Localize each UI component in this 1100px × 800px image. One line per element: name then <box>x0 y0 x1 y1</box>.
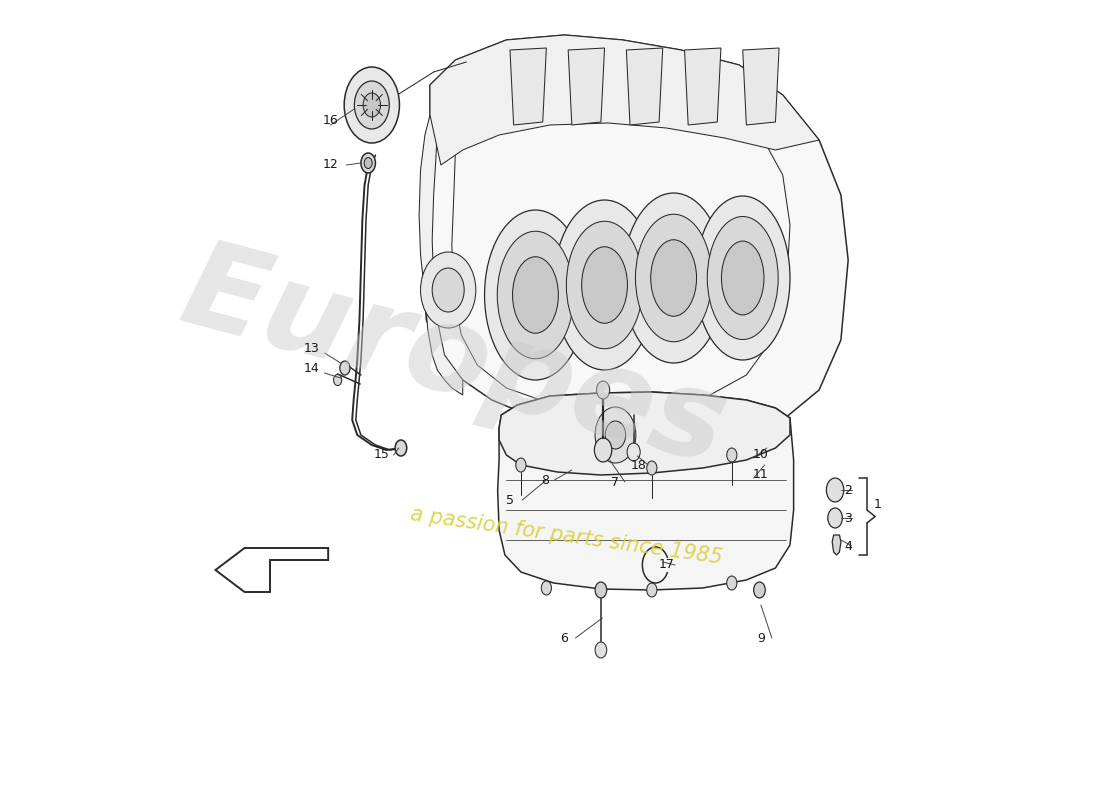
Text: a passion for parts since 1985: a passion for parts since 1985 <box>408 504 724 568</box>
Polygon shape <box>626 48 662 125</box>
Text: 2: 2 <box>844 483 852 497</box>
Ellipse shape <box>497 231 573 358</box>
Ellipse shape <box>636 214 712 342</box>
Ellipse shape <box>333 374 342 386</box>
Ellipse shape <box>596 381 609 399</box>
Text: Europes: Europes <box>169 231 738 489</box>
Text: 12: 12 <box>322 158 338 171</box>
Ellipse shape <box>363 93 381 117</box>
Ellipse shape <box>647 461 657 475</box>
Ellipse shape <box>754 582 766 598</box>
Ellipse shape <box>395 440 407 456</box>
Ellipse shape <box>541 581 551 595</box>
Ellipse shape <box>516 458 526 472</box>
Ellipse shape <box>513 257 559 334</box>
Ellipse shape <box>420 252 476 328</box>
Text: 8: 8 <box>541 474 549 486</box>
Ellipse shape <box>432 268 464 312</box>
Text: 18: 18 <box>630 458 647 471</box>
Ellipse shape <box>623 193 725 363</box>
Polygon shape <box>742 48 779 125</box>
Text: 16: 16 <box>322 114 338 126</box>
Text: 3: 3 <box>844 511 852 525</box>
Text: 5: 5 <box>506 494 514 506</box>
Ellipse shape <box>566 222 642 349</box>
Ellipse shape <box>647 583 657 597</box>
Ellipse shape <box>651 240 696 316</box>
Ellipse shape <box>364 158 372 169</box>
Ellipse shape <box>627 443 640 461</box>
Polygon shape <box>497 392 793 590</box>
Text: 14: 14 <box>304 362 319 374</box>
Text: 13: 13 <box>304 342 319 354</box>
Ellipse shape <box>594 438 612 462</box>
Ellipse shape <box>354 81 389 129</box>
Ellipse shape <box>605 421 626 449</box>
Polygon shape <box>430 35 820 165</box>
Text: 11: 11 <box>754 469 769 482</box>
Ellipse shape <box>727 576 737 590</box>
Ellipse shape <box>340 361 350 375</box>
Ellipse shape <box>595 582 607 598</box>
Text: 4: 4 <box>844 539 852 553</box>
Text: 9: 9 <box>757 631 764 645</box>
Polygon shape <box>684 48 721 125</box>
Ellipse shape <box>595 407 636 463</box>
Ellipse shape <box>828 508 843 528</box>
Polygon shape <box>419 115 463 395</box>
Ellipse shape <box>727 448 737 462</box>
Text: 1: 1 <box>873 498 881 511</box>
Ellipse shape <box>344 67 399 143</box>
Ellipse shape <box>361 153 375 173</box>
Ellipse shape <box>582 246 627 323</box>
Text: 15: 15 <box>373 449 389 462</box>
Polygon shape <box>569 48 605 125</box>
Text: 10: 10 <box>754 449 769 462</box>
Polygon shape <box>499 392 790 475</box>
Ellipse shape <box>707 217 778 339</box>
Text: 7: 7 <box>612 475 619 489</box>
Ellipse shape <box>484 210 586 380</box>
Text: 6: 6 <box>561 631 569 645</box>
Ellipse shape <box>553 200 656 370</box>
Polygon shape <box>216 548 328 592</box>
Polygon shape <box>833 535 840 555</box>
Ellipse shape <box>595 642 607 658</box>
Polygon shape <box>422 35 848 440</box>
Ellipse shape <box>695 196 790 360</box>
Polygon shape <box>510 48 547 125</box>
Ellipse shape <box>722 241 764 315</box>
Ellipse shape <box>826 478 844 502</box>
Text: 17: 17 <box>659 558 674 571</box>
